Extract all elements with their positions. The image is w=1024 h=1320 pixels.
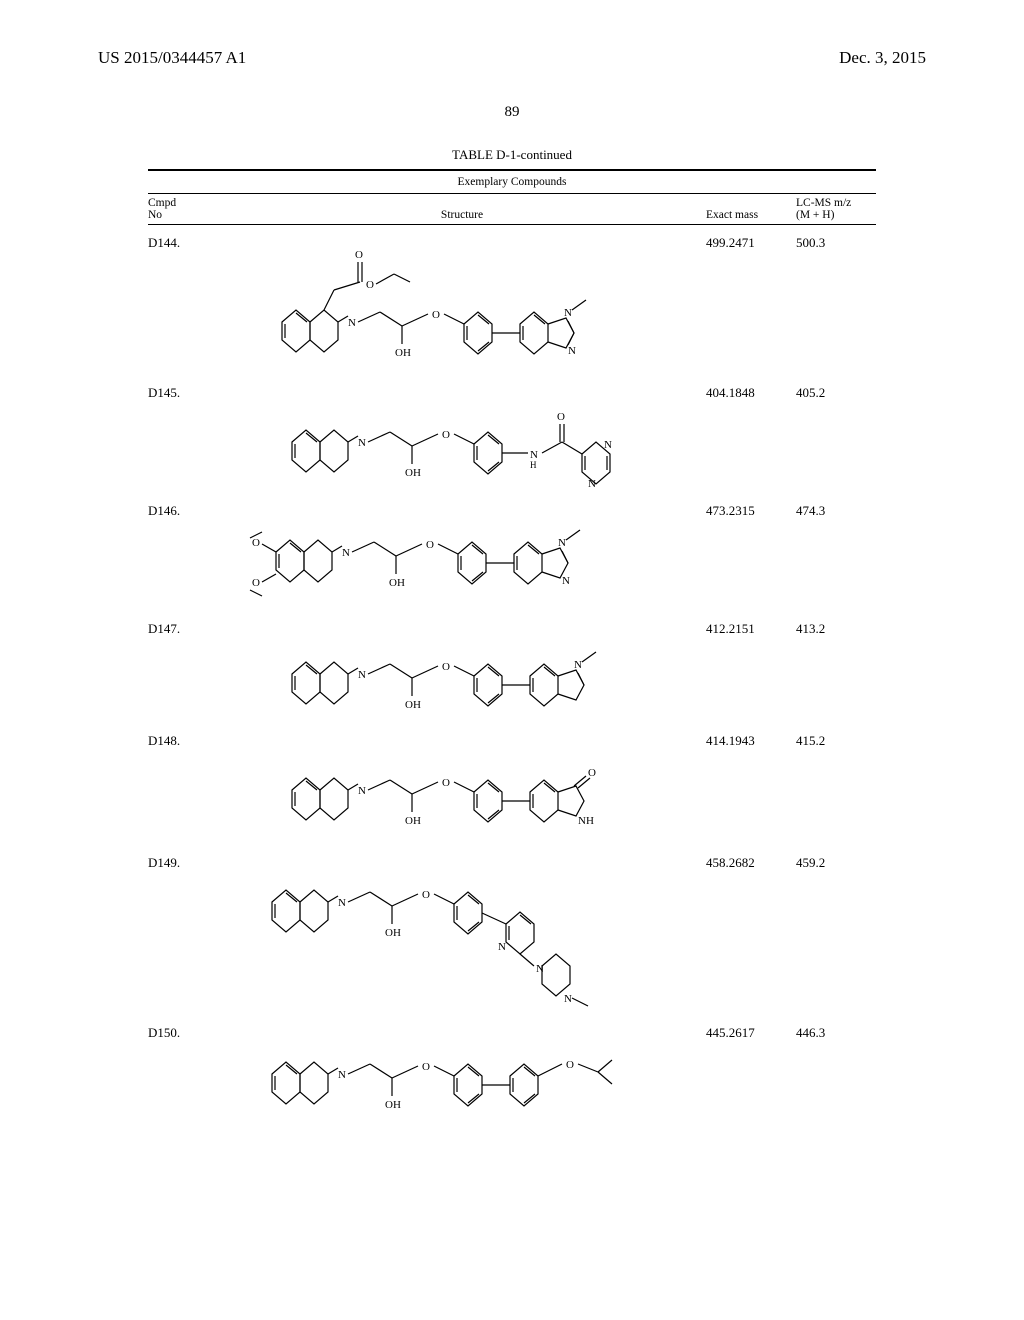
- table-row: D146. O O N OH O N N 473.2315474.3: [148, 497, 876, 615]
- exact-mass: 404.1848: [706, 379, 796, 401]
- svg-text:N: N: [348, 317, 356, 329]
- svg-text:O: O: [588, 767, 596, 779]
- svg-text:N: N: [338, 1069, 346, 1081]
- cmpd-no: D145.: [148, 379, 218, 401]
- table-row: D145. N OH O N H O N N 404.1848405.2: [148, 379, 876, 497]
- structure-cell: O O N OH O N N: [218, 497, 706, 615]
- table-title: TABLE D-1-continued: [148, 147, 876, 163]
- lcms-mz: 413.2: [796, 615, 876, 637]
- col-header-exact-mass: Exact mass: [706, 197, 796, 221]
- page-number: 89: [0, 104, 1024, 121]
- table-rule-header: [148, 224, 876, 225]
- table-row: D150. N OH O O 445.2617446.3: [148, 1019, 876, 1129]
- svg-text:N: N: [562, 575, 570, 587]
- svg-text:N: N: [588, 478, 596, 490]
- exact-mass: 445.2617: [706, 1019, 796, 1041]
- structure-cell: N OH O O NH: [218, 727, 706, 849]
- svg-text:OH: OH: [405, 815, 421, 827]
- svg-text:OH: OH: [405, 699, 421, 711]
- svg-text:OH: OH: [385, 1099, 401, 1111]
- lcms-mz: 474.3: [796, 497, 876, 519]
- exact-mass: 412.2151: [706, 615, 796, 637]
- svg-text:O: O: [566, 1059, 574, 1071]
- publication-number: US 2015/0344457 A1: [98, 48, 246, 68]
- cmpd-no: D144.: [148, 229, 218, 251]
- page-header: US 2015/0344457 A1 Dec. 3, 2015: [0, 0, 1024, 68]
- lcms-mz: 500.3: [796, 229, 876, 251]
- table-row: D149. N OH O N N N 458.2682459.2: [148, 849, 876, 1019]
- col-header-cmpd: Cmpd No: [148, 197, 218, 221]
- svg-text:N: N: [358, 785, 366, 797]
- svg-text:OH: OH: [389, 577, 405, 589]
- cmpd-no: D150.: [148, 1019, 218, 1041]
- table-subtitle: Exemplary Compounds: [148, 171, 876, 193]
- table-row: D147. N OH O N 412.2151413.2: [148, 615, 876, 727]
- svg-text:O: O: [557, 411, 565, 423]
- svg-text:N: N: [564, 307, 572, 319]
- structure-cell: N OH O N H O N N: [218, 379, 706, 497]
- svg-text:O: O: [366, 279, 374, 291]
- svg-text:N: N: [338, 897, 346, 909]
- structure-cell: O O N OH O N N: [218, 229, 706, 379]
- col-header-structure: Structure: [218, 197, 706, 221]
- lcms-mz: 459.2: [796, 849, 876, 871]
- svg-text:N: N: [574, 659, 582, 671]
- cmpd-no: D146.: [148, 497, 218, 519]
- structure-cell: N OH O N N N: [218, 849, 706, 1019]
- table-row: D148. N OH O O NH 414.1943415.2: [148, 727, 876, 849]
- lcms-mz: 446.3: [796, 1019, 876, 1041]
- svg-text:H: H: [530, 460, 537, 470]
- svg-text:O: O: [442, 661, 450, 673]
- exact-mass: 458.2682: [706, 849, 796, 871]
- svg-text:N: N: [568, 345, 576, 357]
- exact-mass: 414.1943: [706, 727, 796, 749]
- compound-table: TABLE D-1-continued Exemplary Compounds …: [148, 147, 876, 1129]
- exact-mass: 473.2315: [706, 497, 796, 519]
- structure-cell: N OH O N: [218, 615, 706, 727]
- cmpd-no: D149.: [148, 849, 218, 871]
- svg-text:OH: OH: [385, 927, 401, 939]
- cmpd-no: D147.: [148, 615, 218, 637]
- cmpd-no: D148.: [148, 727, 218, 749]
- lcms-mz: 415.2: [796, 727, 876, 749]
- svg-text:O: O: [422, 1061, 430, 1073]
- svg-text:O: O: [355, 249, 363, 261]
- svg-text:O: O: [442, 777, 450, 789]
- svg-text:OH: OH: [395, 347, 411, 359]
- svg-text:N: N: [498, 941, 506, 953]
- svg-text:O: O: [432, 309, 440, 321]
- table-row: D144. O O N OH O N N: [148, 229, 876, 379]
- svg-text:O: O: [442, 429, 450, 441]
- svg-text:N: N: [358, 437, 366, 449]
- svg-text:O: O: [426, 539, 434, 551]
- svg-text:O: O: [252, 537, 260, 549]
- svg-text:N: N: [558, 537, 566, 549]
- svg-text:OH: OH: [405, 467, 421, 479]
- col-header-mz: LC-MS m/z (M + H): [796, 197, 876, 221]
- table-body: D144. O O N OH O N N: [148, 229, 876, 1129]
- exact-mass: 499.2471: [706, 229, 796, 251]
- svg-text:N: N: [604, 439, 612, 451]
- column-headers: Cmpd No Structure Exact mass LC-MS m/z (…: [148, 194, 876, 224]
- svg-text:NH: NH: [578, 815, 594, 827]
- svg-text:N: N: [358, 669, 366, 681]
- svg-text:N: N: [342, 547, 350, 559]
- structure-cell: N OH O O: [218, 1019, 706, 1129]
- lcms-mz: 405.2: [796, 379, 876, 401]
- publication-date: Dec. 3, 2015: [839, 48, 926, 68]
- svg-text:N: N: [564, 993, 572, 1005]
- svg-text:O: O: [422, 889, 430, 901]
- svg-text:O: O: [252, 577, 260, 589]
